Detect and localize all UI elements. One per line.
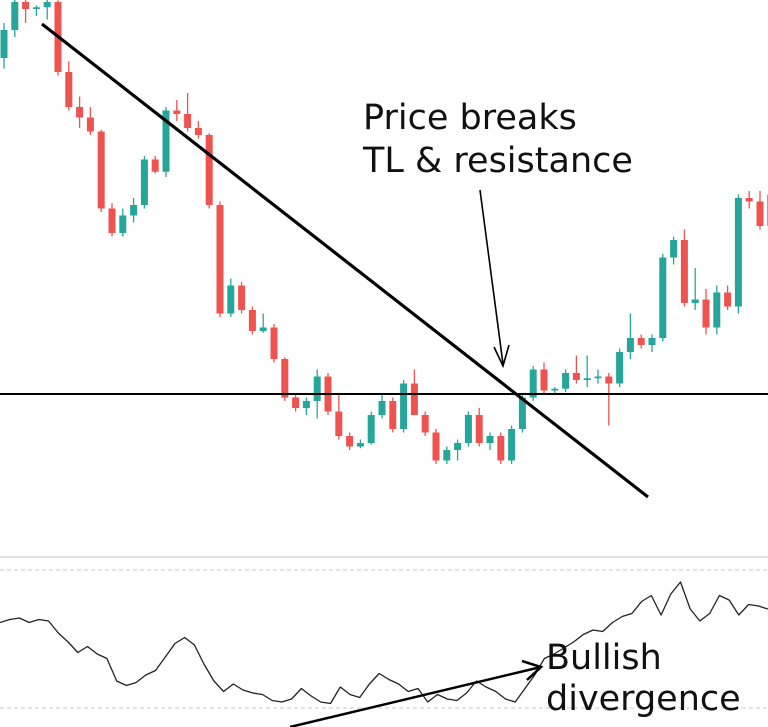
candle-body-down bbox=[205, 135, 213, 205]
candle-body-up bbox=[119, 215, 127, 233]
candle-body-down bbox=[410, 383, 418, 415]
divergence-arrowhead bbox=[521, 659, 544, 681]
candle-body-down bbox=[184, 114, 192, 128]
candle-body-down bbox=[421, 415, 429, 433]
candle-body-up bbox=[400, 383, 408, 429]
candle-body-up bbox=[454, 443, 462, 450]
candle-body-down bbox=[97, 131, 105, 209]
candle-body-up bbox=[0, 30, 8, 58]
candle-body-down bbox=[292, 397, 300, 408]
candle-body-up bbox=[616, 352, 624, 384]
annotation-divergence-line2: divergence bbox=[546, 679, 741, 719]
candle-body-down bbox=[745, 198, 753, 202]
candle-body-down bbox=[173, 110, 181, 114]
candle-body-up bbox=[43, 2, 51, 8]
candle-body-up bbox=[32, 7, 40, 9]
candle-body-down bbox=[270, 327, 278, 359]
candle-body-down bbox=[65, 72, 73, 107]
breakout-arrow bbox=[479, 189, 504, 365]
candle-body-down bbox=[540, 369, 548, 391]
candle-body-down bbox=[432, 432, 440, 461]
candle-body-down bbox=[497, 436, 505, 461]
candle-body-up bbox=[378, 401, 386, 415]
candle-body-up bbox=[313, 376, 321, 401]
candle-body-up bbox=[562, 373, 570, 389]
candle-body-down bbox=[238, 285, 246, 310]
candle-body-up bbox=[551, 388, 559, 391]
candle-body-down bbox=[346, 436, 354, 447]
candle-body-up bbox=[518, 397, 526, 429]
candle-body-down bbox=[108, 208, 116, 233]
candle-body-down bbox=[724, 292, 732, 307]
candle-body-down bbox=[756, 201, 764, 226]
candle-body-up bbox=[648, 338, 656, 345]
candle-body-up bbox=[486, 436, 494, 443]
candle-body-down bbox=[194, 128, 202, 135]
candle-body-down bbox=[248, 310, 256, 331]
candle-body-up bbox=[713, 292, 721, 328]
candle-body-down bbox=[475, 415, 483, 443]
candle-body-up bbox=[259, 327, 267, 331]
candle-body-up bbox=[529, 369, 537, 398]
candle-body-down bbox=[335, 411, 343, 436]
candle-body-up bbox=[302, 401, 310, 408]
candle-body-up bbox=[508, 429, 516, 461]
annotation-divergence-line1: Bullish bbox=[546, 638, 662, 678]
annotation-breakout-line2: TL & resistance bbox=[362, 141, 633, 181]
oscillator-line bbox=[0, 581, 768, 705]
candle-body-up bbox=[691, 299, 699, 303]
candle-body-up bbox=[11, 2, 19, 30]
candle-body-down bbox=[389, 401, 397, 429]
candle-body-up bbox=[670, 240, 678, 258]
candle-body-down bbox=[572, 373, 580, 380]
candle-body-up bbox=[162, 110, 170, 172]
candle-body-up bbox=[356, 443, 364, 447]
candle-body-up bbox=[227, 285, 235, 314]
candle-body-down bbox=[151, 159, 159, 172]
candle-body-down bbox=[702, 299, 710, 328]
descending-trendline bbox=[41, 22, 649, 499]
candle-body-up bbox=[443, 450, 451, 461]
candle-body-down bbox=[76, 107, 84, 118]
candle-body-up bbox=[626, 338, 634, 352]
candle-body-up bbox=[367, 415, 375, 443]
candle-body-up bbox=[140, 159, 148, 205]
candle-body-up bbox=[464, 415, 472, 443]
divergence-line bbox=[289, 665, 542, 727]
candle-body-down bbox=[86, 117, 94, 132]
candle-body-up bbox=[583, 378, 591, 380]
candle-body-down bbox=[680, 240, 688, 303]
candle-body-down bbox=[281, 359, 289, 398]
candle-body-up bbox=[734, 198, 742, 307]
candle-body-up bbox=[594, 376, 602, 379]
candle-body-down bbox=[637, 338, 645, 345]
candle-body-up bbox=[130, 205, 138, 216]
candle-body-down bbox=[605, 376, 613, 384]
candle-body-down bbox=[22, 2, 30, 9]
breakout-arrowhead bbox=[493, 344, 510, 369]
annotation-breakout-line1: Price breaks bbox=[363, 98, 577, 138]
candle-body-up bbox=[659, 257, 667, 338]
candle-body-down bbox=[216, 205, 224, 314]
